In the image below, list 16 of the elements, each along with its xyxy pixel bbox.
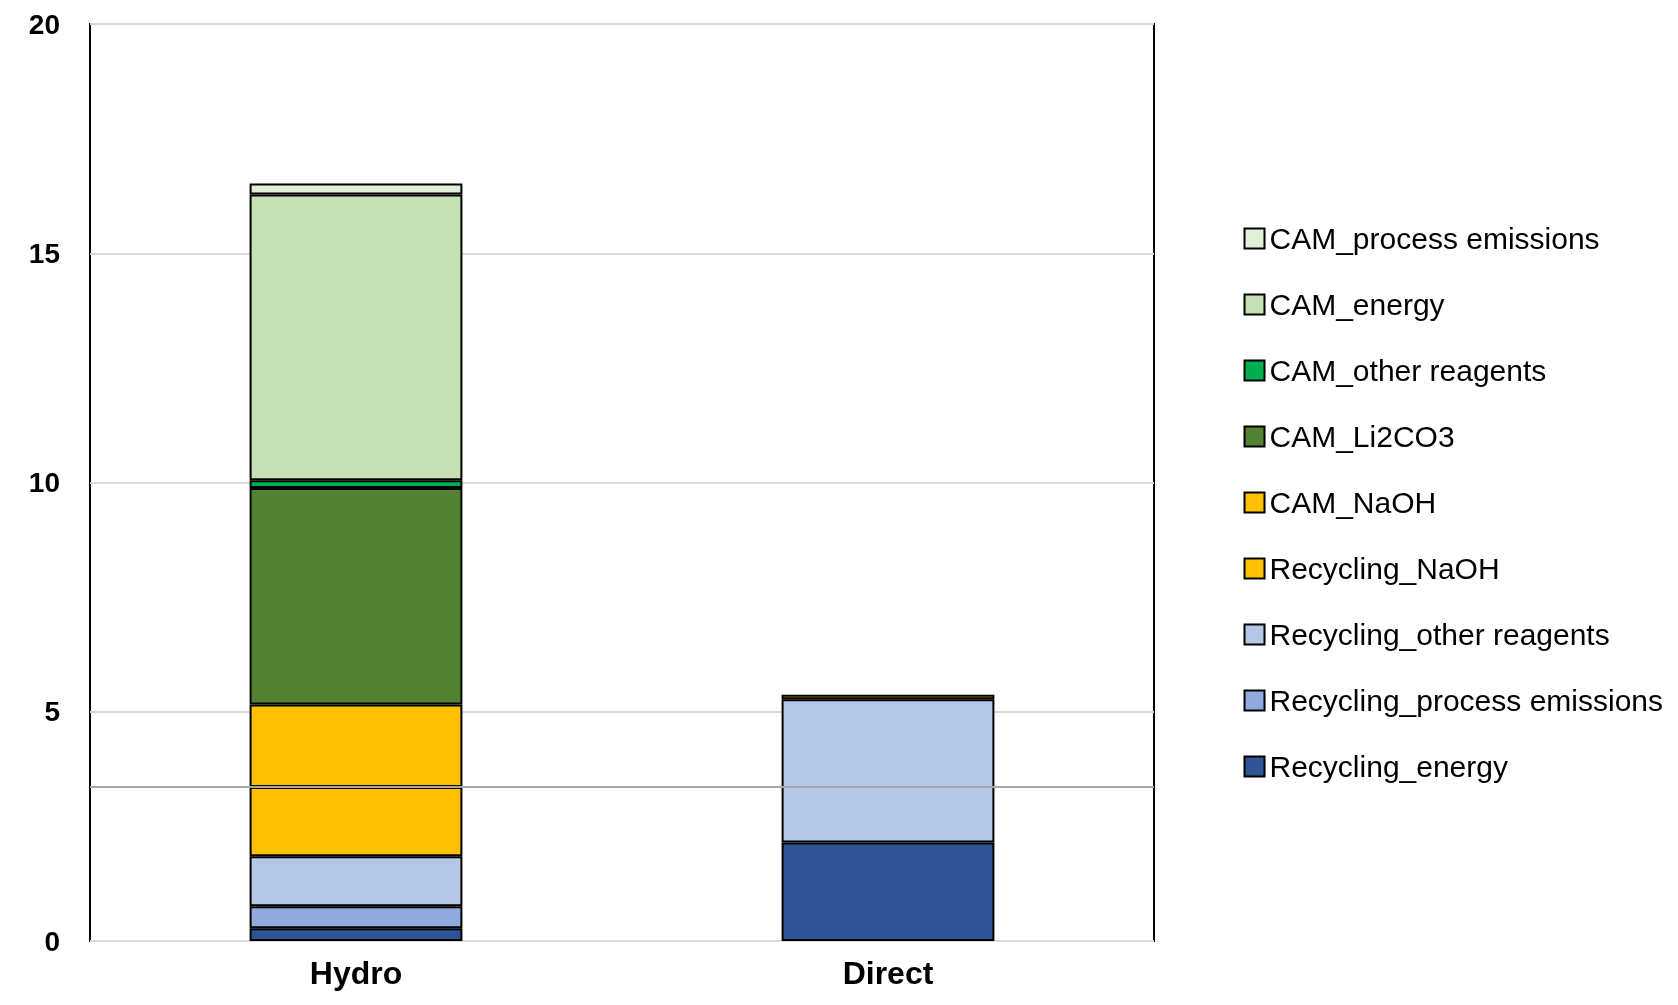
legend-label: CAM_energy: [1269, 288, 1445, 321]
legend-label: Recycling_process emissions: [1269, 684, 1664, 717]
legend-label: CAM_NaOH: [1269, 486, 1437, 519]
y-tick-label: 10: [28, 467, 60, 498]
y-tick-label: 20: [28, 8, 60, 40]
legend-label: Recycling_energy: [1269, 750, 1508, 783]
legend-label: Recycling_NaOH: [1269, 552, 1500, 585]
y-tick-label: 0: [44, 925, 60, 957]
legend-label: CAM_Li2CO3: [1269, 420, 1455, 453]
legend-label: CAM_other reagents: [1269, 354, 1547, 387]
y-tick-label: 5: [44, 696, 60, 728]
x-tick-label: Hydro: [309, 955, 403, 991]
x-tick-label: Direct: [842, 955, 934, 991]
y-tick-label: 15: [28, 237, 60, 269]
legend-label: CAM_process emissions: [1269, 222, 1600, 255]
legend-label: Recycling_other reagents: [1269, 618, 1610, 651]
